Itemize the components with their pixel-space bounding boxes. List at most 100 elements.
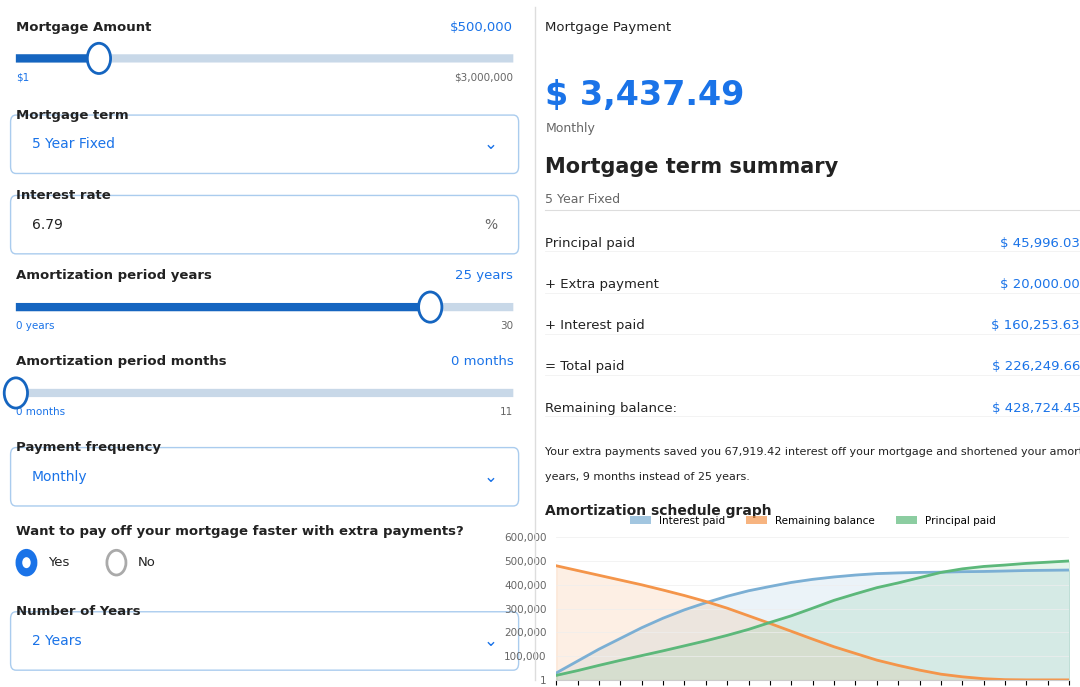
Principal paid (593, 661, 606, 669)
FancyBboxPatch shape (16, 303, 513, 311)
Interest paid (1063, 566, 1076, 574)
Text: Want to pay off your mortgage faster with extra payments?: Want to pay off your mortgage faster wit… (16, 525, 463, 538)
Text: Your extra payments saved you 67,919.42 interest off your mortgage and shortened: Your extra payments saved you 67,919.42 … (545, 447, 1080, 458)
Text: $ 20,000.00: $ 20,000.00 (1000, 278, 1080, 291)
Text: Amortization period months: Amortization period months (16, 355, 227, 368)
Text: Remaining balance:: Remaining balance: (545, 402, 677, 414)
Text: 0 years: 0 years (16, 322, 54, 331)
Principal paid (913, 574, 926, 582)
Text: $ 160,253.63: $ 160,253.63 (991, 319, 1080, 332)
Remaining balance (785, 627, 798, 635)
Principal paid (1020, 559, 1032, 567)
Principal paid (870, 583, 883, 592)
Text: %: % (484, 218, 498, 232)
Principal paid (977, 563, 990, 571)
Principal paid (806, 604, 820, 612)
Remaining balance (635, 581, 648, 589)
Remaining balance (764, 619, 777, 627)
Text: No: No (137, 556, 156, 569)
FancyBboxPatch shape (11, 612, 518, 671)
Remaining balance (806, 635, 820, 643)
Interest paid (870, 570, 883, 578)
Principal paid (635, 651, 648, 660)
Text: ⌄: ⌄ (484, 632, 498, 650)
FancyBboxPatch shape (11, 115, 518, 174)
Text: $ 226,249.66: $ 226,249.66 (991, 361, 1080, 373)
Remaining balance (571, 566, 584, 574)
Circle shape (419, 292, 442, 322)
Principal paid (613, 656, 626, 664)
Remaining balance (1041, 676, 1054, 684)
Text: Mortgage term: Mortgage term (16, 109, 129, 122)
Principal paid (657, 646, 670, 655)
Remaining balance (913, 666, 926, 674)
Interest paid (1041, 566, 1054, 574)
Text: $500,000: $500,000 (450, 21, 513, 34)
Remaining balance (1020, 676, 1032, 684)
FancyBboxPatch shape (11, 196, 518, 254)
Principal paid (742, 625, 755, 633)
Remaining balance (977, 675, 990, 683)
Text: + Extra payment: + Extra payment (545, 278, 659, 291)
FancyBboxPatch shape (16, 54, 513, 63)
Principal paid (720, 631, 733, 640)
FancyBboxPatch shape (16, 389, 513, 397)
Remaining balance (934, 670, 947, 678)
Text: 0 months: 0 months (450, 355, 513, 368)
Text: Mortgage term summary: Mortgage term summary (545, 157, 839, 177)
Text: 0 months: 0 months (16, 407, 65, 417)
Text: ⌄: ⌄ (484, 468, 498, 486)
Principal paid (1063, 557, 1076, 565)
Remaining balance (678, 592, 691, 600)
Principal paid (785, 611, 798, 620)
FancyBboxPatch shape (16, 54, 99, 63)
Interest paid (934, 568, 947, 576)
Remaining balance (593, 571, 606, 579)
Principal paid (934, 568, 947, 576)
Circle shape (17, 550, 36, 575)
Line: Interest paid: Interest paid (556, 570, 1069, 673)
Interest paid (999, 567, 1012, 575)
Principal paid (571, 666, 584, 675)
Text: $ 3,437.49: $ 3,437.49 (545, 79, 745, 112)
Line: Remaining balance: Remaining balance (556, 566, 1069, 680)
Remaining balance (1063, 676, 1076, 684)
Principal paid (550, 671, 563, 679)
Text: Mortgage Payment: Mortgage Payment (545, 21, 672, 34)
Text: Payment frequency: Payment frequency (16, 441, 161, 454)
Legend: Interest paid, Remaining balance, Principal paid: Interest paid, Remaining balance, Princi… (625, 512, 1000, 530)
Text: + Interest paid: + Interest paid (545, 319, 645, 332)
Text: $3,000,000: $3,000,000 (455, 73, 513, 82)
Text: Yes: Yes (48, 556, 69, 569)
Remaining balance (849, 649, 862, 657)
Interest paid (678, 606, 691, 614)
Interest paid (913, 568, 926, 576)
Text: Mortgage Amount: Mortgage Amount (16, 21, 151, 34)
Text: Amortization period years: Amortization period years (16, 269, 212, 282)
Text: Principal paid: Principal paid (545, 237, 635, 249)
Principal paid (700, 637, 713, 645)
Principal paid (678, 642, 691, 650)
FancyBboxPatch shape (11, 448, 518, 506)
Text: $ 428,724.45: $ 428,724.45 (991, 402, 1080, 414)
Interest paid (977, 567, 990, 576)
Interest paid (550, 669, 563, 677)
Interest paid (571, 657, 584, 665)
Text: 30: 30 (500, 322, 513, 331)
Text: Amortization schedule graph: Amortization schedule graph (545, 504, 772, 517)
Interest paid (593, 645, 606, 653)
Remaining balance (827, 642, 840, 651)
Text: $1: $1 (16, 73, 29, 82)
Interest paid (720, 592, 733, 600)
Text: 5 Year Fixed: 5 Year Fixed (545, 193, 621, 206)
Text: ⌄: ⌄ (484, 135, 498, 153)
Text: Monthly: Monthly (545, 122, 595, 135)
FancyBboxPatch shape (16, 303, 430, 311)
Remaining balance (613, 576, 626, 584)
Interest paid (1020, 566, 1032, 574)
Interest paid (613, 634, 626, 642)
Principal paid (1041, 558, 1054, 566)
Interest paid (764, 583, 777, 591)
Text: 5 Year Fixed: 5 Year Fixed (31, 137, 114, 151)
Text: 11: 11 (500, 407, 513, 417)
